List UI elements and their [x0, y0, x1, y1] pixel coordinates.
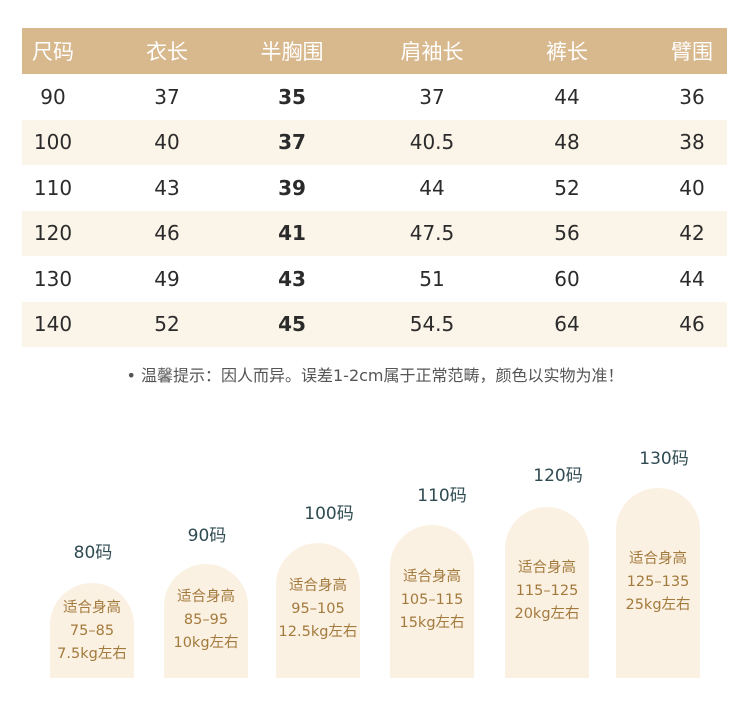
size-label-100: 100码	[304, 504, 354, 524]
header-length: 衣长	[146, 40, 188, 64]
header-arm-circumference: 臂围	[671, 40, 713, 64]
size-table: 尺码 衣长 半胸围 肩袖长 裤长 臂围 90 37 35 37 44 36 10…	[22, 28, 727, 347]
cell-shoulder-sleeve: 40.5	[409, 130, 455, 155]
cell-arm-circumference: 42	[679, 221, 705, 246]
capsule-fit-label: 适合身高	[403, 569, 461, 585]
cell-pants-length: 44	[554, 84, 580, 109]
cell-length: 52	[154, 312, 180, 337]
capsule-weight: 25kg左右	[625, 597, 691, 613]
cell-size: 90	[40, 84, 66, 109]
cell-shoulder-sleeve: 54.5	[409, 312, 455, 337]
size-capsule-120: 适合身高 115–125 20kg左右	[505, 507, 589, 678]
cell-arm-circumference: 40	[679, 175, 705, 200]
cell-shoulder-sleeve: 37	[419, 84, 445, 109]
cell-half-chest: 37	[278, 130, 306, 155]
capsule-weight: 7.5kg左右	[57, 646, 127, 662]
cell-size: 100	[33, 130, 73, 155]
header-half-chest: 半胸围	[260, 40, 324, 64]
table-row: 140 52 45 54.5 64 46	[22, 301, 727, 347]
capsule-height-range: 85–95	[183, 612, 229, 628]
capsule-fit-label: 适合身高	[518, 560, 576, 576]
capsule-weight: 20kg左右	[514, 606, 580, 622]
tip-note: • 温馨提示：因人而异。误差1-2cm属于正常范畴，颜色以实物为准！	[126, 366, 624, 385]
cell-half-chest: 43	[278, 266, 306, 291]
cell-size: 120	[33, 221, 73, 246]
capsule-weight: 15kg左右	[399, 615, 465, 631]
size-label-90: 90码	[187, 526, 227, 546]
size-capsule-110: 适合身高 105–115 15kg左右	[390, 525, 474, 678]
header-shoulder-sleeve: 肩袖长	[400, 40, 464, 64]
table-row: 90 37 35 37 44 36	[22, 74, 727, 120]
cell-length: 49	[154, 266, 180, 291]
cell-length: 37	[154, 84, 180, 109]
header-size: 尺码	[32, 40, 74, 64]
cell-half-chest: 41	[278, 221, 306, 246]
cell-size: 130	[33, 266, 73, 291]
cell-half-chest: 35	[278, 84, 306, 109]
cell-pants-length: 60	[554, 266, 580, 291]
capsule-height-range: 115–125	[515, 583, 579, 599]
size-capsule-90: 适合身高 85–95 10kg左右	[164, 564, 248, 678]
size-capsule-80: 适合身高 75–85 7.5kg左右	[50, 583, 134, 678]
size-capsule-130: 适合身高 125–135 25kg左右	[616, 488, 700, 678]
size-label-110: 110码	[417, 486, 467, 506]
size-label-120: 120码	[533, 466, 583, 486]
table-header-row: 尺码 衣长 半胸围 肩袖长 裤长 臂围	[22, 28, 727, 74]
cell-arm-circumference: 36	[679, 84, 705, 109]
capsule-height-range: 105–115	[400, 592, 464, 608]
cell-length: 46	[154, 221, 180, 246]
capsule-weight: 12.5kg左右	[278, 624, 358, 640]
cell-half-chest: 39	[278, 175, 306, 200]
cell-pants-length: 56	[554, 221, 580, 246]
table-row: 110 43 39 44 52 40	[22, 165, 727, 211]
table-row: 100 40 37 40.5 48 38	[22, 119, 727, 165]
capsule-fit-label: 适合身高	[629, 551, 687, 567]
cell-shoulder-sleeve: 44	[419, 175, 445, 200]
cell-shoulder-sleeve: 51	[419, 266, 445, 291]
cell-half-chest: 45	[278, 312, 306, 337]
capsule-fit-label: 适合身高	[177, 589, 235, 605]
header-pants-length: 裤长	[546, 40, 588, 64]
capsule-height-range: 95–105	[291, 601, 345, 617]
cell-length: 40	[154, 130, 180, 155]
capsule-fit-label: 适合身高	[289, 578, 347, 594]
cell-arm-circumference: 44	[679, 266, 705, 291]
capsule-weight: 10kg左右	[173, 635, 239, 651]
cell-pants-length: 52	[554, 175, 580, 200]
capsule-height-range: 125–135	[626, 574, 690, 590]
cell-pants-length: 48	[554, 130, 580, 155]
cell-arm-circumference: 46	[679, 312, 705, 337]
size-label-80: 80码	[73, 543, 113, 563]
cell-size: 140	[33, 312, 73, 337]
size-capsule-100: 适合身高 95–105 12.5kg左右	[276, 543, 360, 678]
table-row: 130 49 43 51 60 44	[22, 256, 727, 302]
cell-arm-circumference: 38	[679, 130, 705, 155]
capsule-height-range: 75–85	[69, 623, 115, 639]
capsule-fit-label: 适合身高	[63, 600, 121, 616]
cell-pants-length: 64	[554, 312, 580, 337]
cell-length: 43	[154, 175, 180, 200]
size-label-130: 130码	[639, 449, 689, 469]
cell-shoulder-sleeve: 47.5	[409, 221, 455, 246]
table-row: 120 46 41 47.5 56 42	[22, 210, 727, 256]
cell-size: 110	[33, 175, 73, 200]
